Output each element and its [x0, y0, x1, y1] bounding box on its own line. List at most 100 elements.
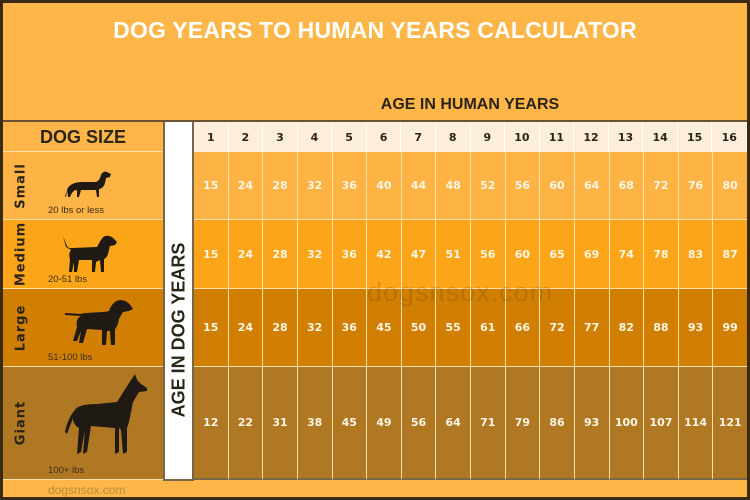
infographic-canvas: DOG YEARS TO HUMAN YEARS CALCULATOR AGE …	[3, 3, 747, 497]
table-cell: 100	[609, 367, 645, 480]
table-cell: 56	[505, 152, 541, 220]
table-cell: 36	[332, 220, 368, 289]
table-cell: 15	[194, 289, 229, 367]
table-cell: 48	[436, 152, 471, 220]
table-cell: 79	[505, 367, 541, 480]
size-label: Giant	[13, 400, 29, 446]
table-cell: 28	[263, 152, 298, 220]
column-header: 16	[712, 122, 747, 152]
table-cell: 60	[505, 220, 541, 289]
table-cell: 12	[194, 367, 229, 480]
table-cell: 86	[540, 367, 575, 480]
table-cell: 36	[332, 152, 368, 220]
dachshund-icon	[65, 171, 111, 197]
watermark: dogsnsox.com	[367, 277, 554, 307]
table-cell: 32	[297, 152, 333, 220]
table-row-medium: 15 24 28 32 36 42 47 51 56 60 65 69 74 7…	[194, 220, 747, 289]
table-cell: 72	[540, 289, 575, 367]
column-header: 3	[263, 122, 298, 152]
table-cell: 93	[574, 367, 610, 480]
table-cell: 72	[644, 152, 679, 220]
great-dane-icon	[65, 374, 147, 454]
table-cell: 45	[332, 367, 368, 480]
column-header: 12	[574, 122, 609, 152]
human-years-header: AGE IN HUMAN YEARS	[380, 96, 560, 113]
size-row-small: Small 20 lbs or less	[3, 152, 163, 220]
dog-years-label: AGE IN DOG YEARS	[168, 242, 188, 418]
table-cell: 87	[713, 220, 747, 289]
size-label: Medium	[13, 221, 29, 287]
conversion-table: 1 2 3 4 5 6 7 8 9 10 11 12 13 14 15 16 1…	[194, 122, 747, 480]
table-cell: 93	[678, 289, 714, 367]
table-cell: 64	[574, 152, 610, 220]
divider	[3, 120, 747, 122]
table-cell: 28	[263, 220, 298, 289]
table-cell: 47	[401, 220, 437, 289]
table-cell: 28	[263, 289, 298, 367]
column-header: 9	[470, 122, 506, 152]
table-cell: 36	[332, 289, 368, 367]
column-header: 14	[643, 122, 678, 152]
large-dog-icon	[65, 300, 133, 345]
table-cell: 15	[194, 152, 229, 220]
table-cell: 65	[540, 220, 575, 289]
table-cell: 24	[228, 152, 264, 220]
dog-size-header: DOG SIZE	[3, 122, 163, 152]
table-row-small: 15 24 28 32 36 40 44 48 52 56 60 64 68 7…	[194, 152, 747, 220]
column-header-row: 1 2 3 4 5 6 7 8 9 10 11 12 13 14 15 16	[194, 122, 747, 152]
table-cell: 80	[713, 152, 747, 220]
table-cell: 24	[228, 220, 264, 289]
table-cell: 32	[297, 220, 333, 289]
size-weight: 51-100 lbs	[48, 352, 93, 363]
table-cell: 121	[713, 367, 747, 480]
size-label: Small	[13, 162, 29, 209]
table-cell: 22	[228, 367, 264, 480]
column-header: 4	[297, 122, 333, 152]
column-header: 6	[366, 122, 402, 152]
table-cell: 83	[678, 220, 714, 289]
table-cell: 52	[471, 152, 506, 220]
size-weight: 20-51 lbs	[48, 274, 88, 285]
size-row-medium: Medium 20-51 lbs	[3, 220, 163, 289]
table-cell: 76	[678, 152, 714, 220]
column-header: 13	[608, 122, 644, 152]
column-header: 5	[332, 122, 367, 152]
table-cell: 78	[644, 220, 679, 289]
table-cell: 107	[644, 367, 679, 480]
table-cell: 55	[436, 289, 471, 367]
table-cell: 15	[194, 220, 229, 289]
table-cell: 114	[678, 367, 714, 480]
table-cell: 51	[436, 220, 471, 289]
table-cell: 44	[401, 152, 437, 220]
table-cell: 45	[367, 289, 402, 367]
page-title: DOG YEARS TO HUMAN YEARS CALCULATOR	[113, 17, 637, 43]
table-cell: 49	[367, 367, 402, 480]
table-cell: 56	[401, 367, 437, 480]
table-cell: 74	[609, 220, 645, 289]
table-cell: 32	[297, 289, 333, 367]
dog-size-column: DOG SIZE Small 20 lbs or less Medium 20-…	[3, 122, 163, 480]
table-cell: 50	[401, 289, 437, 367]
size-weight: 100+ lbs	[48, 465, 85, 476]
column-header: 15	[677, 122, 713, 152]
table-cell: 40	[367, 152, 402, 220]
table-cell: 38	[297, 367, 333, 480]
size-weight: 20 lbs or less	[48, 205, 104, 216]
column-header: 1	[194, 122, 229, 152]
column-header: 11	[539, 122, 575, 152]
footer-credit: dogsnsox.com	[48, 483, 126, 497]
size-row-large: Large 51-100 lbs	[3, 289, 163, 367]
size-label: Large	[13, 304, 29, 351]
table-cell: 24	[228, 289, 264, 367]
dog-years-band: AGE IN DOG YEARS	[163, 122, 194, 481]
table-cell: 82	[609, 289, 645, 367]
table-row-large: 15 24 28 32 36 45 50 55 61 66 72 77 82 8…	[194, 289, 747, 367]
table-cell: 66	[505, 289, 541, 367]
size-row-giant: Giant 100+ lbs	[3, 367, 163, 480]
table-cell: 61	[471, 289, 506, 367]
table-cell: 88	[644, 289, 679, 367]
column-header: 2	[228, 122, 264, 152]
column-header: 7	[401, 122, 436, 152]
table-cell: 42	[367, 220, 402, 289]
